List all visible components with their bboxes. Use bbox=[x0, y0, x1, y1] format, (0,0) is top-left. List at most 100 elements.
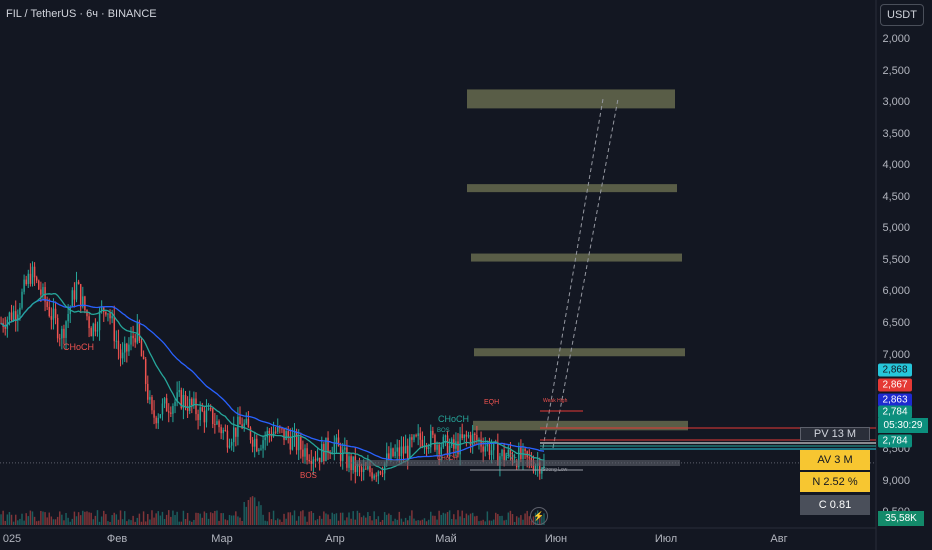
volume-bar bbox=[274, 520, 277, 525]
candle-body bbox=[109, 313, 111, 319]
volume-bar bbox=[398, 511, 401, 525]
price-tick-label: 4,000 bbox=[882, 159, 910, 172]
candle-body bbox=[304, 448, 306, 457]
candle-body bbox=[8, 312, 11, 320]
volume-bar bbox=[105, 514, 107, 525]
volume-bar bbox=[430, 511, 432, 525]
candle-body bbox=[497, 442, 499, 466]
volume-bar bbox=[499, 516, 501, 525]
candle-body bbox=[300, 436, 302, 450]
candle-body bbox=[21, 291, 23, 308]
volume-bar bbox=[308, 511, 310, 525]
volume-bar bbox=[59, 511, 61, 525]
volume-bar bbox=[10, 514, 13, 525]
volume-bar bbox=[163, 518, 166, 525]
candle-body bbox=[232, 427, 235, 443]
volume-bar bbox=[48, 512, 50, 525]
candle-body bbox=[161, 403, 164, 415]
lightning-icon[interactable]: ⚡ bbox=[530, 507, 548, 525]
volume-bar bbox=[214, 510, 216, 525]
annotation-eqh: EQH bbox=[484, 399, 499, 406]
volume-bar bbox=[138, 513, 141, 525]
volume-bar bbox=[130, 520, 132, 525]
candle-body bbox=[4, 326, 6, 329]
volume-bar bbox=[358, 512, 361, 525]
candle-body bbox=[534, 465, 537, 472]
volume-bar bbox=[476, 515, 478, 525]
volume-bar bbox=[237, 516, 239, 525]
candle-body bbox=[40, 289, 42, 295]
volume-bar bbox=[134, 521, 136, 525]
volume-bar bbox=[402, 521, 405, 525]
candle-body bbox=[430, 430, 432, 448]
volume-bar bbox=[419, 520, 422, 525]
candle-body bbox=[17, 314, 19, 321]
volume-bar bbox=[19, 518, 21, 525]
volume-bar bbox=[245, 506, 248, 525]
volume-bar bbox=[354, 519, 357, 525]
candle-body bbox=[444, 435, 447, 437]
candle-body bbox=[209, 408, 212, 410]
candle-body bbox=[471, 433, 474, 446]
currency-button[interactable]: USDT bbox=[880, 4, 924, 26]
volume-bar bbox=[258, 501, 260, 525]
volume-bar bbox=[172, 510, 174, 525]
time-tick-label: Май bbox=[435, 533, 457, 545]
volume-bar bbox=[495, 512, 497, 525]
candle-body bbox=[170, 412, 172, 414]
volume-bar bbox=[341, 512, 344, 525]
candle-body bbox=[365, 468, 367, 470]
candle-body bbox=[77, 281, 80, 285]
annotation-strong-low: Strong Low bbox=[542, 467, 568, 473]
volume-bar bbox=[109, 521, 111, 525]
volume-bar bbox=[54, 519, 57, 525]
volume-bar bbox=[197, 512, 199, 525]
pv-box: PV 13 M bbox=[800, 427, 870, 441]
candle-body bbox=[184, 394, 187, 407]
volume-bar bbox=[302, 510, 304, 525]
candle-body bbox=[73, 290, 76, 300]
candle-body bbox=[469, 435, 472, 446]
candle-body bbox=[417, 433, 419, 437]
projection-line bbox=[542, 98, 604, 449]
candle-body bbox=[128, 344, 130, 352]
volume-bar bbox=[251, 496, 254, 525]
time-tick-label: Июл bbox=[654, 533, 678, 545]
volume-bar bbox=[38, 520, 40, 525]
volume-bar bbox=[497, 514, 499, 525]
volume-bar bbox=[383, 512, 386, 525]
candle-body bbox=[61, 328, 63, 339]
volume-bar bbox=[184, 519, 187, 525]
price-tick-label: 2,000 bbox=[882, 32, 910, 45]
volume-bar bbox=[27, 516, 30, 525]
candle-body bbox=[121, 352, 124, 359]
candle-body bbox=[367, 466, 369, 470]
volume-bar bbox=[450, 519, 453, 525]
candle-body bbox=[86, 309, 88, 317]
candle-body bbox=[230, 442, 233, 446]
candle-body bbox=[415, 435, 417, 437]
candle-body bbox=[436, 444, 438, 450]
candle-body bbox=[329, 452, 331, 454]
candle-body bbox=[82, 296, 84, 307]
candle-body bbox=[195, 398, 197, 415]
candle-body bbox=[486, 443, 489, 447]
volume-bar bbox=[119, 510, 122, 525]
volume-bar bbox=[226, 520, 229, 525]
candle-body bbox=[488, 443, 491, 456]
price-tag-high: 2,868 bbox=[878, 363, 912, 377]
volume-bar bbox=[409, 515, 411, 525]
volume-bar bbox=[442, 512, 445, 525]
resistance-zone bbox=[471, 253, 682, 262]
candle-body bbox=[90, 328, 92, 337]
candle-body bbox=[42, 287, 44, 295]
candle-body bbox=[111, 315, 113, 319]
volume-bar bbox=[346, 517, 348, 525]
volume-bar bbox=[279, 519, 281, 525]
candle-body bbox=[302, 449, 304, 457]
candle-body bbox=[474, 433, 476, 436]
candle-body bbox=[113, 315, 115, 342]
time-tick-label: Апр bbox=[325, 533, 345, 545]
volume-bar bbox=[281, 521, 283, 525]
